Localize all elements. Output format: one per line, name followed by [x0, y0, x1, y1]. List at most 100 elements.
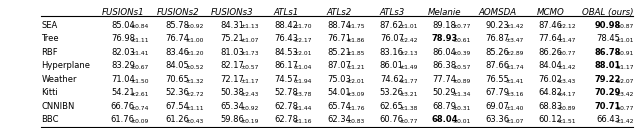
Text: 54.21: 54.21: [111, 88, 134, 97]
Text: ATLs3: ATLs3: [379, 8, 404, 17]
Text: ±0.92: ±0.92: [185, 24, 204, 29]
Text: ±3.09: ±3.09: [346, 92, 365, 97]
Text: 84.53: 84.53: [274, 48, 298, 57]
Text: 77.64: 77.64: [538, 34, 563, 43]
Text: ±4.17: ±4.17: [558, 92, 577, 97]
Text: ±1.13: ±1.13: [240, 24, 259, 29]
Text: ±1.94: ±1.94: [294, 78, 312, 84]
Text: 59.86: 59.86: [220, 115, 244, 124]
Text: ±0.31: ±0.31: [452, 106, 470, 111]
Text: 89.18: 89.18: [433, 21, 456, 30]
Text: ±2.17: ±2.17: [294, 38, 312, 43]
Text: 68.79: 68.79: [433, 102, 457, 111]
Text: 54.01: 54.01: [327, 88, 351, 97]
Text: 84.04: 84.04: [538, 61, 562, 70]
Text: 67.54: 67.54: [166, 102, 189, 111]
Text: 71.04: 71.04: [111, 75, 135, 84]
Text: 76.55: 76.55: [486, 75, 509, 84]
Text: 87.46: 87.46: [538, 21, 563, 30]
Text: 86.17: 86.17: [274, 61, 298, 70]
Text: 61.26: 61.26: [166, 115, 189, 124]
Text: 65.74: 65.74: [327, 102, 351, 111]
Text: ±0.01: ±0.01: [452, 119, 470, 124]
Text: 62.34: 62.34: [327, 115, 351, 124]
Text: AOMSDA: AOMSDA: [479, 8, 516, 17]
Text: FUSIONs2: FUSIONs2: [156, 8, 199, 17]
Text: ±0.91: ±0.91: [616, 51, 634, 56]
Text: FUSIONs3: FUSIONs3: [211, 8, 253, 17]
Text: ±1.70: ±1.70: [294, 24, 312, 29]
Text: ±2.13: ±2.13: [399, 51, 418, 56]
Text: 75.03: 75.03: [327, 75, 351, 84]
Text: ±0.77: ±0.77: [558, 51, 577, 56]
Text: ±1.17: ±1.17: [616, 65, 634, 70]
Text: 76.07: 76.07: [380, 34, 404, 43]
Text: ±1.42: ±1.42: [505, 24, 524, 29]
Text: ±1.34: ±1.34: [452, 92, 470, 97]
Text: ±2.43: ±2.43: [240, 92, 259, 97]
Text: 76.43: 76.43: [274, 34, 298, 43]
Text: 78.93: 78.93: [431, 34, 458, 43]
Text: 52.78: 52.78: [274, 88, 298, 97]
Text: 78.45: 78.45: [596, 34, 620, 43]
Text: 85.21: 85.21: [327, 48, 351, 57]
Text: ±0.84: ±0.84: [131, 24, 148, 29]
Text: ±0.74: ±0.74: [131, 106, 148, 111]
Text: ±3.78: ±3.78: [294, 92, 312, 97]
Text: 74.62: 74.62: [380, 75, 404, 84]
Text: 84.31: 84.31: [220, 21, 244, 30]
Text: 76.71: 76.71: [327, 34, 351, 43]
Text: ±2.72: ±2.72: [185, 92, 204, 97]
Text: ±0.87: ±0.87: [616, 24, 634, 29]
Text: 86.26: 86.26: [538, 48, 563, 57]
Text: ±1.74: ±1.74: [505, 65, 524, 70]
Text: ±2.42: ±2.42: [399, 38, 418, 43]
Text: ±1.01: ±1.01: [399, 24, 418, 29]
Text: ±1.51: ±1.51: [558, 119, 577, 124]
Text: SEA: SEA: [42, 21, 58, 30]
Text: CNNIBN: CNNIBN: [42, 102, 75, 111]
Text: ±1.85: ±1.85: [346, 51, 365, 56]
Text: ±1.44: ±1.44: [294, 106, 312, 111]
Text: Weather: Weather: [42, 75, 77, 84]
Text: 50.38: 50.38: [220, 88, 244, 97]
Text: 61.76: 61.76: [111, 115, 135, 124]
Text: ±2.01: ±2.01: [294, 51, 312, 56]
Text: ±1.07: ±1.07: [240, 38, 259, 43]
Text: 68.04: 68.04: [431, 115, 458, 124]
Text: 87.66: 87.66: [485, 61, 509, 70]
Text: ±1.77: ±1.77: [399, 78, 418, 84]
Text: FUSIONs1: FUSIONs1: [102, 8, 144, 17]
Text: ±3.47: ±3.47: [505, 38, 524, 43]
Text: ±3.43: ±3.43: [558, 78, 576, 84]
Text: RBF: RBF: [42, 48, 58, 57]
Text: 76.98: 76.98: [111, 34, 135, 43]
Text: ±2.12: ±2.12: [558, 24, 577, 29]
Text: 76.87: 76.87: [485, 34, 509, 43]
Text: 88.42: 88.42: [274, 21, 298, 30]
Text: Melanie: Melanie: [428, 8, 461, 17]
Text: ±1.73: ±1.73: [240, 51, 259, 56]
Text: ±1.42: ±1.42: [616, 119, 634, 124]
Text: 83.29: 83.29: [111, 61, 135, 70]
Text: OBAL (ours): OBAL (ours): [582, 8, 634, 17]
Text: 67.79: 67.79: [486, 88, 509, 97]
Text: 62.78: 62.78: [274, 102, 298, 111]
Text: ±0.77: ±0.77: [616, 106, 634, 111]
Text: ±0.09: ±0.09: [131, 119, 148, 124]
Text: ±1.41: ±1.41: [131, 51, 149, 56]
Text: 83.16: 83.16: [380, 48, 404, 57]
Text: 79.22: 79.22: [595, 75, 621, 84]
Text: ±0.52: ±0.52: [185, 65, 204, 70]
Text: ±1.41: ±1.41: [505, 78, 524, 84]
Text: 63.36: 63.36: [485, 115, 509, 124]
Text: 62.65: 62.65: [380, 102, 404, 111]
Text: 74.57: 74.57: [274, 75, 298, 84]
Text: ±1.01: ±1.01: [616, 38, 634, 43]
Text: ±1.00: ±1.00: [185, 38, 204, 43]
Text: ±0.57: ±0.57: [240, 65, 259, 70]
Text: 60.76: 60.76: [380, 115, 404, 124]
Text: ±3.42: ±3.42: [616, 92, 634, 97]
Text: 86.01: 86.01: [380, 61, 404, 70]
Text: 62.78: 62.78: [274, 115, 298, 124]
